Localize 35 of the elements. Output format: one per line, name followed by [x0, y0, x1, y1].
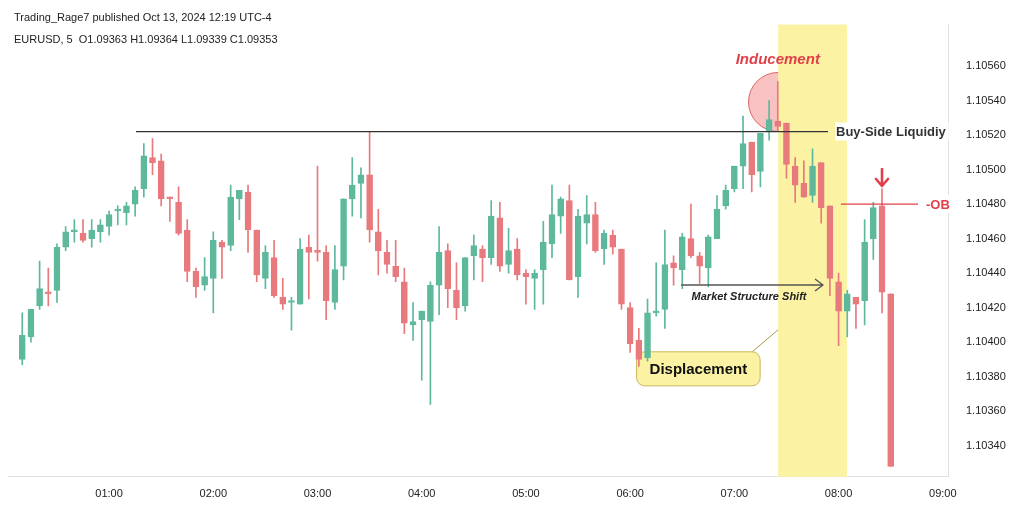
candlestick — [583, 195, 591, 245]
candlestick — [418, 310, 426, 381]
y-tick-label: 1.10420 — [966, 300, 1006, 313]
candlestick — [852, 296, 860, 329]
x-tick-label: 03:00 — [303, 487, 332, 500]
band-label: Displacement — [649, 359, 748, 377]
x-tick-label: 01:00 — [95, 487, 123, 500]
ref-line-label: Buy-Side Liquidiy — [836, 124, 947, 140]
text: EURUSD, 5 O1.09363 H1.09364 L1.09339 C1.09353 — [14, 33, 278, 46]
text: Trading_Rage7 published Oct 13, 2024 12:19 UTC-4 — [14, 11, 272, 24]
ref-line-label: -OB — [926, 196, 950, 212]
y-tick-label: 1.10400 — [966, 335, 1006, 348]
candlestick — [348, 157, 356, 217]
candlestick — [357, 167, 365, 219]
annotation: Inducement — [735, 49, 821, 67]
y-tick-label: 1.10340 — [966, 438, 1006, 451]
x-tick-label: 07:00 — [720, 487, 749, 500]
x-tick-label: 08:00 — [824, 487, 853, 500]
y-tick-label: 1.10360 — [966, 404, 1006, 417]
x-tick-label: 02:00 — [199, 487, 228, 500]
x-tick-label: 06:00 — [616, 487, 644, 500]
y-tick-label: 1.10520 — [966, 128, 1006, 141]
annotation: Market Structure Shift — [691, 290, 808, 303]
y-tick-label: 1.10540 — [966, 93, 1006, 106]
y-tick-label: 1.10380 — [966, 369, 1006, 382]
y-tick-label: 1.10560 — [966, 59, 1006, 72]
x-tick-label: 05:00 — [512, 487, 540, 500]
y-tick-label: 1.10500 — [966, 162, 1006, 175]
x-tick-label: 04:00 — [407, 487, 436, 500]
x-tick-label: 09:00 — [929, 487, 957, 500]
y-tick-label: 1.10440 — [966, 266, 1006, 279]
y-tick-label: 1.10480 — [966, 197, 1006, 210]
candlestick — [774, 81, 782, 132]
y-tick-label: 1.10460 — [966, 231, 1006, 244]
candlestick — [279, 277, 287, 310]
